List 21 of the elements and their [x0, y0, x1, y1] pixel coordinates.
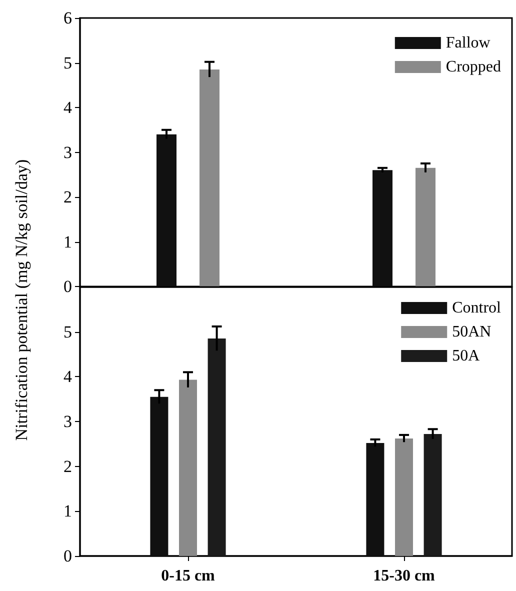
y-tick-label: 3 — [64, 412, 72, 431]
legend-label: Control — [452, 300, 502, 316]
y-axis-title: Nitrification potential (mg N/kg soil/day) — [12, 159, 32, 441]
legend-label: Cropped — [446, 58, 502, 76]
y-tick-label: 1 — [64, 502, 72, 521]
y-tick-label: 4 — [64, 98, 72, 117]
y-tick-label: 0 — [64, 546, 72, 566]
legend-label: Fallow — [446, 34, 491, 52]
x-tick-label: 0-15 cm — [161, 568, 216, 584]
legend-label: 50AN — [452, 324, 492, 340]
y-tick-label: 5 — [64, 53, 72, 72]
y-tick-label: 0 — [64, 277, 72, 296]
x-tick-label: 15-30 cm — [373, 568, 436, 584]
y-tick-label: 2 — [64, 188, 72, 206]
y-tick-label: 2 — [64, 456, 72, 476]
y-tick-label: 5 — [64, 322, 72, 342]
legend-label: 50A — [452, 348, 480, 364]
y-tick-label: 1 — [64, 232, 72, 252]
y-tick-label: 6 — [64, 8, 72, 28]
y-tick-label: 4 — [64, 367, 72, 386]
y-tick-label: 3 — [64, 142, 72, 162]
